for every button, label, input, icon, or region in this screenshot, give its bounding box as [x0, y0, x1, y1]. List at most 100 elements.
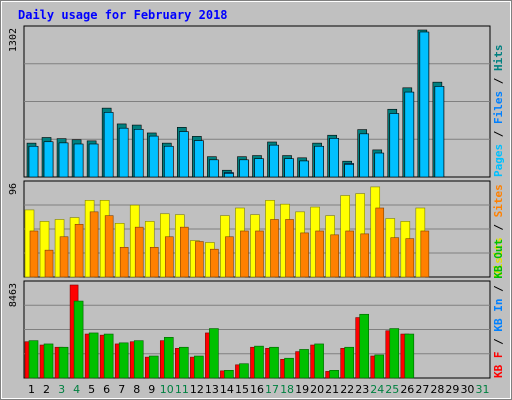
sites-bar: [164, 236, 174, 278]
sites-bar: [134, 226, 144, 278]
x-axis-day-label: 21: [325, 383, 339, 396]
sites-bar: [195, 241, 204, 278]
x-axis-day-label: 7: [118, 383, 125, 396]
kb-in-bar: [103, 333, 114, 379]
x-axis-day-label: 3: [58, 383, 65, 396]
sites-bar: [345, 230, 354, 278]
pages-bar: [58, 142, 69, 178]
side-legend-part: Sites: [492, 184, 505, 217]
side-legend-part: KB F: [492, 352, 505, 379]
x-axis-day-label: 16: [250, 383, 264, 396]
kb-in-bar: [179, 346, 189, 379]
pages-bar: [374, 152, 385, 178]
kb-in-bar: [329, 370, 339, 379]
pages-bar: [73, 143, 84, 178]
sites-bar: [420, 230, 430, 278]
panel-1-side-legend: Pages / Files / Hits: [492, 45, 505, 178]
pages-bar: [329, 138, 339, 178]
x-axis-day-label: 11: [175, 383, 189, 396]
pages-bar: [314, 145, 324, 178]
kb-in-bar: [299, 349, 309, 379]
x-axis-day-label: 17: [265, 383, 279, 396]
sites-bar: [59, 236, 69, 278]
pages-bar: [419, 31, 430, 178]
side-legend-part: KB Out: [492, 239, 505, 279]
kb-in-bar: [43, 343, 54, 379]
x-axis-day-label: 12: [190, 383, 204, 396]
sites-bar: [149, 246, 159, 278]
kb-in-bar: [118, 342, 129, 379]
sites-bar: [104, 215, 114, 278]
panel-3-ymax-label: 8463: [8, 283, 19, 307]
x-axis-day-label: 10: [160, 383, 174, 396]
sites-bar: [119, 246, 129, 278]
x-axis-day-label: 28: [430, 383, 444, 396]
pages-bar: [389, 113, 400, 178]
kb-in-bar: [389, 328, 400, 379]
sites-bar: [180, 226, 189, 278]
kb-in-bar: [73, 300, 84, 379]
pages-bar: [239, 159, 249, 178]
pages-bar: [299, 160, 309, 178]
pages-bar: [118, 127, 129, 178]
sites-bar: [210, 248, 219, 278]
x-axis-day-label: 31: [475, 383, 489, 396]
x-axis-day-label: 2: [43, 383, 50, 396]
pages-bar: [209, 159, 219, 178]
side-legend-part: /: [492, 279, 505, 299]
side-legend-part: /: [492, 332, 505, 352]
panel-2-ymax-label: 96: [8, 183, 19, 195]
pages-bar: [344, 164, 354, 178]
x-axis-day-label: 25: [385, 383, 399, 396]
sites-bar: [255, 230, 264, 278]
pages-bar: [179, 131, 189, 178]
x-axis-day-label: 1: [28, 383, 35, 396]
sites-bar: [225, 236, 234, 278]
sites-bar: [300, 232, 309, 278]
sites-bar: [375, 207, 385, 278]
side-legend-part: /: [492, 217, 505, 237]
pages-bar: [269, 144, 279, 178]
sites-bar: [240, 230, 249, 278]
kb-in-bar: [344, 346, 354, 379]
sites-bar: [89, 211, 99, 278]
pages-bar: [404, 91, 415, 178]
x-axis-day-label: 29: [445, 383, 459, 396]
x-axis-day-label: 4: [73, 383, 80, 396]
x-axis-day-label: 22: [340, 383, 354, 396]
pages-bar: [43, 141, 54, 178]
x-axis-day-label: 26: [400, 383, 414, 396]
kb-in-bar: [284, 357, 294, 379]
x-axis-day-label: 27: [415, 383, 429, 396]
kb-in-bar: [163, 337, 174, 379]
kb-in-bar: [88, 332, 99, 379]
x-axis-day-label: 24: [370, 383, 384, 396]
kb-in-bar: [269, 346, 279, 379]
kb-in-bar: [133, 340, 144, 379]
pages-bar: [224, 173, 234, 178]
panel-3-side-legend: KB F / KB In / KB Out: [492, 239, 505, 378]
kb-in-bar: [359, 313, 370, 379]
pages-bar: [254, 158, 264, 178]
side-legend-part: /: [492, 124, 505, 144]
sites-bar: [330, 234, 339, 278]
pages-bar: [103, 112, 114, 178]
pages-bar: [284, 158, 294, 178]
kb-in-bar: [374, 354, 385, 379]
x-axis-day-label: 5: [88, 383, 95, 396]
pages-bar: [434, 86, 445, 178]
pages-bar: [28, 145, 39, 178]
side-legend-part: Pages: [492, 144, 505, 177]
pages-bar: [148, 135, 159, 178]
side-legend-part: Files: [492, 91, 505, 124]
side-legend-part: Visits: [492, 237, 505, 277]
kb-in-bar: [28, 340, 39, 379]
chart-panels: 1 30 2 Pages / Files / Hits 96 Visits / Sites…: [8, 25, 505, 396]
x-axis-day-label: 6: [103, 383, 110, 396]
pages-bar: [194, 140, 204, 178]
kb-in-bar: [58, 346, 69, 379]
x-axis-day-label: 30: [460, 383, 474, 396]
